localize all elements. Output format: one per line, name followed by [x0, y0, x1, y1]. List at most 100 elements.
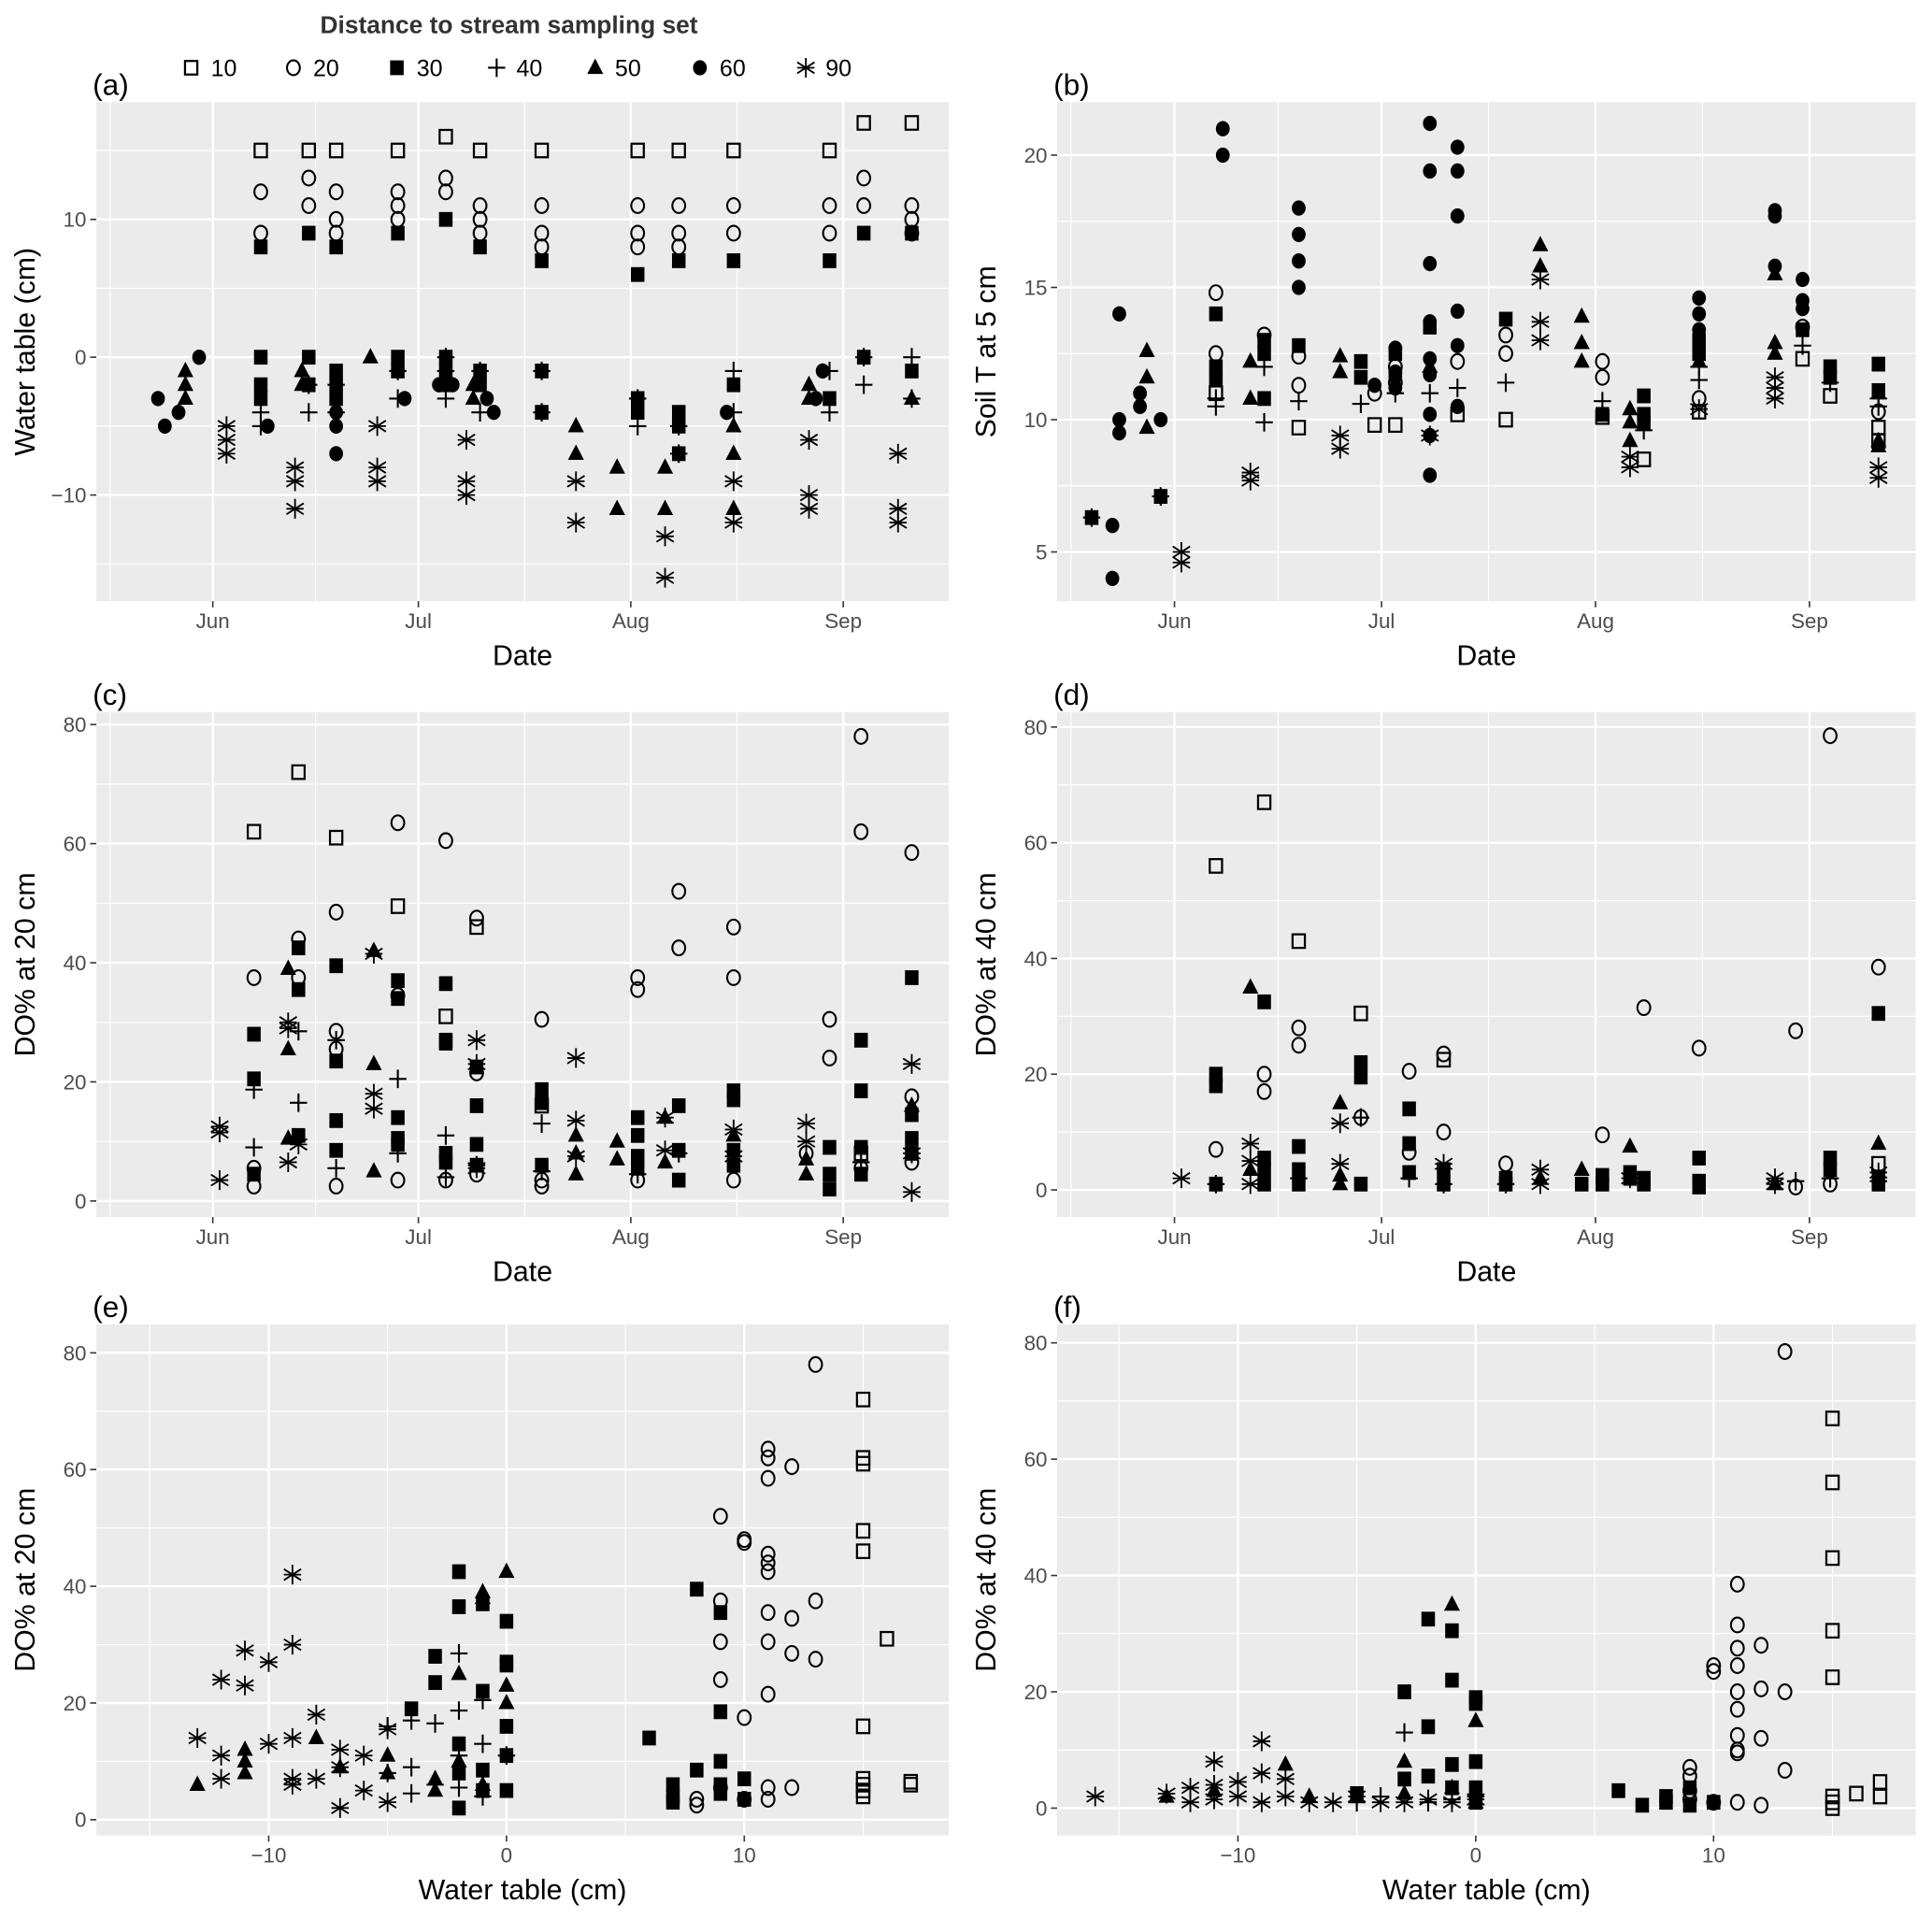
data-point [1133, 385, 1148, 401]
data-point [467, 1030, 486, 1051]
data-point [293, 362, 310, 378]
y-tick-label: −10 [51, 484, 87, 508]
data-point [902, 1181, 922, 1202]
y-tick-label: 40 [64, 952, 87, 975]
data-point [438, 211, 453, 227]
data-point [1209, 372, 1224, 388]
data-point [283, 1774, 302, 1795]
filled-square-icon [390, 60, 404, 76]
data-point [1172, 1168, 1191, 1189]
data-point [301, 197, 317, 214]
data-point [1423, 314, 1438, 330]
data-point [329, 391, 343, 407]
data-point [1729, 1575, 1745, 1593]
data-point [566, 1048, 585, 1068]
data-point [737, 1792, 751, 1807]
plot-background [1057, 102, 1916, 602]
data-point [856, 197, 872, 214]
data-point [1181, 1792, 1200, 1812]
data-point [302, 350, 316, 365]
data-point [236, 1764, 253, 1780]
data-point [327, 1030, 345, 1050]
data-point [438, 1008, 453, 1024]
data-point [1402, 1136, 1416, 1152]
data-point [1291, 420, 1307, 436]
data-point [1635, 1797, 1650, 1813]
data-point [1292, 226, 1306, 243]
data-point [426, 1769, 444, 1785]
y-tick-label: 20 [1024, 1063, 1048, 1086]
x-tick-label: 0 [501, 1844, 512, 1868]
data-point [1423, 163, 1438, 179]
legend-item-90: 90 [796, 56, 852, 82]
data-point [671, 1172, 686, 1188]
data-point [171, 404, 186, 421]
data-point [499, 1613, 514, 1629]
data-point [854, 375, 873, 394]
data-point [390, 197, 406, 214]
x-axis-title: Date [493, 1257, 552, 1288]
data-point [1443, 1595, 1460, 1611]
data-point [1421, 1768, 1436, 1784]
data-point [465, 375, 481, 392]
data-point [1353, 369, 1368, 385]
data-point [1276, 1786, 1295, 1807]
data-point [1621, 457, 1639, 478]
series-90 [1172, 269, 1888, 573]
data-point [1531, 1174, 1550, 1195]
data-point [465, 389, 481, 405]
x-tick-label: Jun [196, 1225, 230, 1249]
x-tick-label: Aug [1577, 609, 1614, 633]
data-point [1767, 344, 1783, 360]
data-point [1423, 351, 1438, 367]
data-point [1172, 541, 1191, 563]
plus-icon [488, 58, 506, 78]
data-point [823, 253, 837, 268]
series-60 [150, 225, 919, 462]
y-tick-label: 10 [64, 208, 87, 232]
points [1086, 1343, 1888, 1816]
data-point [903, 1096, 921, 1112]
y-tick-label: 60 [1024, 1448, 1048, 1471]
data-point [904, 115, 920, 131]
data-point [1467, 1711, 1484, 1727]
panel-label: (e) [93, 1290, 129, 1324]
data-point [1445, 1672, 1459, 1688]
series-90 [210, 943, 922, 1202]
x-tick-label: 10 [733, 1844, 756, 1868]
data-point [391, 350, 405, 365]
data-point [1242, 389, 1259, 405]
data-point [1242, 978, 1259, 994]
data-point [1825, 1669, 1840, 1685]
series-90 [188, 1565, 397, 1818]
data-point [1692, 322, 1707, 337]
y-axis-title: Water table (cm) [10, 248, 41, 456]
data-point [1622, 399, 1639, 416]
data-point [1823, 727, 1838, 745]
data-point [329, 418, 344, 435]
data-point [1796, 271, 1810, 288]
data-point [436, 1167, 455, 1187]
data-point [259, 1734, 279, 1754]
data-point [1450, 352, 1466, 370]
legend-label: 30 [417, 56, 443, 82]
data-point [1796, 322, 1810, 337]
data-point [328, 903, 344, 921]
data-point [210, 1123, 229, 1143]
data-point [1573, 307, 1590, 323]
plot-background [1057, 711, 1916, 1218]
data-point [211, 1669, 231, 1690]
data-point [328, 183, 344, 201]
data-point [534, 224, 550, 242]
y-tick-label: 80 [64, 1341, 87, 1365]
data-point [854, 348, 873, 367]
data-point [665, 1777, 680, 1793]
data-point [289, 1134, 308, 1154]
data-point [436, 1125, 455, 1145]
data-point [608, 1132, 625, 1148]
x-tick-label: Jul [1368, 609, 1395, 633]
data-point [1397, 1684, 1411, 1699]
data-point [822, 224, 837, 242]
data-point [853, 1083, 868, 1098]
data-point [438, 976, 453, 992]
